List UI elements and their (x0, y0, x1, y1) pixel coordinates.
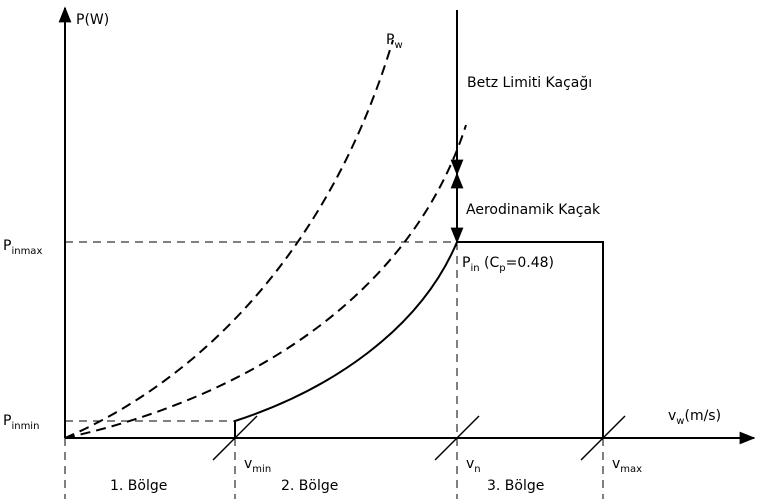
text-part: min (252, 464, 271, 475)
text-part: P (462, 255, 470, 271)
text-part: n (474, 464, 480, 475)
text-part: P (386, 32, 394, 48)
text-part: w (676, 416, 684, 427)
region-label: 1. Bölge (110, 478, 167, 494)
vmin-label: vmin (244, 456, 271, 475)
aero-curve (64, 124, 467, 439)
text-part: v (244, 456, 252, 472)
text-part: max (620, 464, 642, 475)
betz-label: Betz Limiti Kaçağı (467, 75, 592, 91)
region-label: 3. Bölge (487, 478, 544, 494)
pinmin-label: Pinmin (3, 413, 39, 432)
text-part: inmin (11, 421, 39, 432)
pw-label: Pw (386, 32, 403, 51)
text-part: =0.48) (506, 255, 554, 271)
text-part: P (3, 413, 11, 429)
aero-label: Aerodinamik Kaçak (466, 202, 601, 218)
pinmax-label: Pinmax (3, 238, 42, 257)
betz-curve (64, 39, 394, 439)
text-part: in (470, 263, 479, 274)
text-part: (m/s) (684, 408, 721, 424)
text-part: P (3, 238, 11, 254)
region-label: 2. Bölge (281, 478, 338, 494)
vmax-label: vmax (612, 456, 642, 475)
text-part: v (612, 456, 620, 472)
text-part: v (466, 456, 474, 472)
guides (64, 241, 604, 499)
x-axis-label: vw(m/s) (668, 408, 721, 427)
pin-label: Pin (Cp=0.48) (462, 255, 554, 274)
y-axis-label: P(W) (76, 12, 109, 28)
text-part: p (499, 263, 505, 274)
text-part: (C (480, 255, 500, 271)
power-curve (65, 241, 604, 439)
vn-label: vn (466, 456, 481, 475)
text-part: v (668, 408, 676, 424)
text-part: w (394, 40, 402, 51)
text-part: inmax (11, 246, 42, 257)
